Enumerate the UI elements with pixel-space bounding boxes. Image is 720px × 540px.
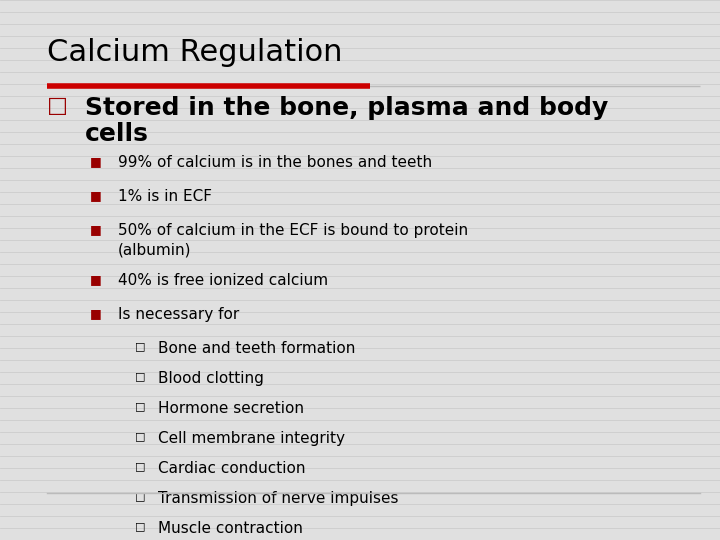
Text: □: □ [135,371,145,381]
Text: ■: ■ [90,189,102,202]
Text: Cardiac conduction: Cardiac conduction [158,461,305,476]
Text: ■: ■ [90,155,102,168]
Text: □: □ [135,431,145,441]
Text: □: □ [135,461,145,471]
Text: Stored in the bone, plasma and body: Stored in the bone, plasma and body [85,96,608,120]
Text: Cell membrane integrity: Cell membrane integrity [158,431,345,446]
Text: Transmission of nerve impulses: Transmission of nerve impulses [158,491,398,506]
Text: Blood clotting: Blood clotting [158,371,264,386]
Text: ■: ■ [90,273,102,286]
Text: Bone and teeth formation: Bone and teeth formation [158,341,356,356]
Text: ■: ■ [90,307,102,320]
Text: 40% is free ionized calcium: 40% is free ionized calcium [118,273,328,288]
Text: ■: ■ [90,223,102,236]
Text: □: □ [135,491,145,501]
Text: Calcium Regulation: Calcium Regulation [47,38,343,67]
Text: cells: cells [85,122,149,146]
Text: 50% of calcium in the ECF is bound to protein
(albumin): 50% of calcium in the ECF is bound to pr… [118,223,468,258]
Text: 99% of calcium is in the bones and teeth: 99% of calcium is in the bones and teeth [118,155,432,170]
Text: □: □ [47,96,68,116]
Text: □: □ [135,341,145,351]
Text: Muscle contraction: Muscle contraction [158,521,303,536]
Text: Is necessary for: Is necessary for [118,307,239,322]
Text: 1% is in ECF: 1% is in ECF [118,189,212,204]
Text: □: □ [135,521,145,531]
Text: Hormone secretion: Hormone secretion [158,401,304,416]
Text: □: □ [135,401,145,411]
